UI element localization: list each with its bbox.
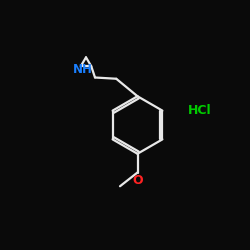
Text: HCl: HCl (188, 104, 212, 117)
Text: O: O (132, 174, 143, 187)
Text: NH: NH (73, 63, 93, 76)
